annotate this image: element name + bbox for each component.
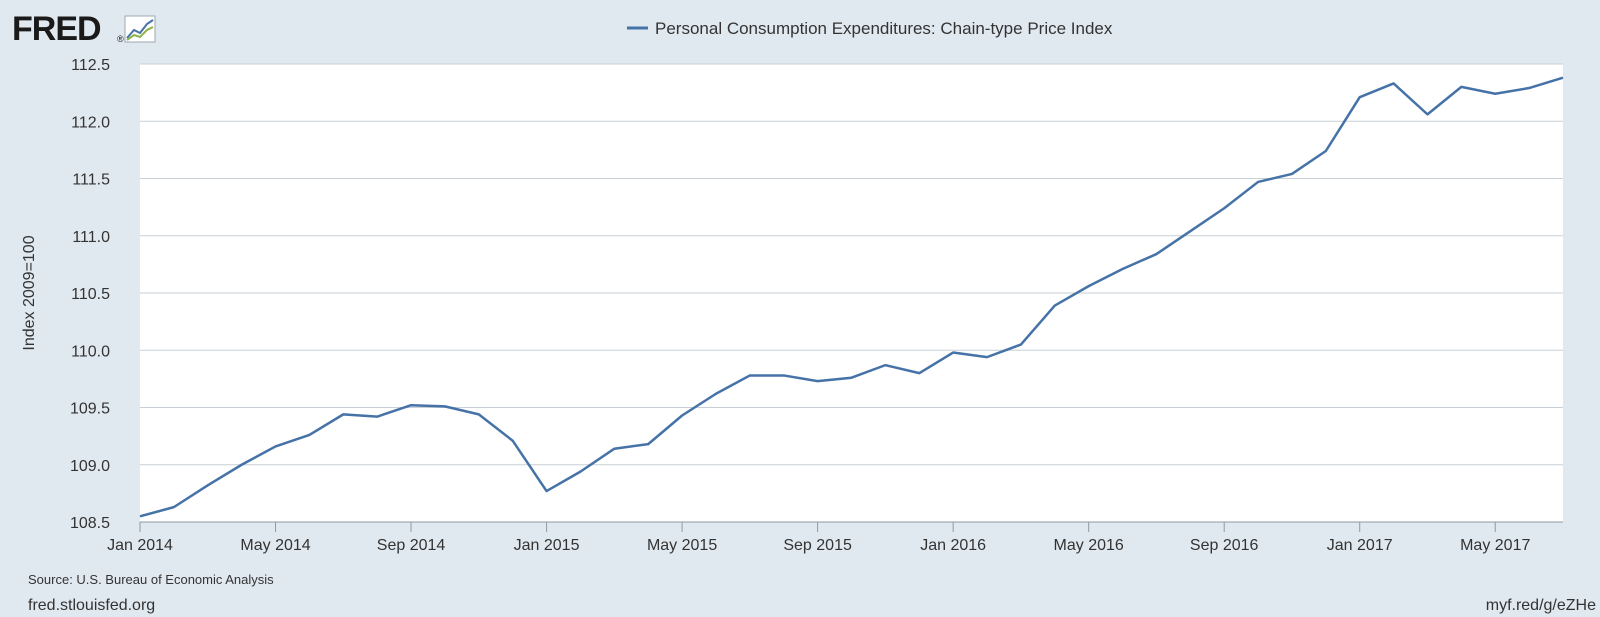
source-note: Source: U.S. Bureau of Economic Analysis: [28, 572, 274, 587]
x-tick-label: Jan 2015: [514, 537, 580, 554]
x-axis-ticks: Jan 2014 May 2014 Sep 2014 Jan 2015 May 2015…: [107, 522, 1530, 554]
registered-mark: ®: [117, 34, 124, 44]
y-tick-label: 111.5: [72, 172, 110, 189]
y-tick-label: 111.0: [72, 229, 110, 246]
legend-label: Personal Consumption Expenditures: Chain…: [655, 19, 1113, 38]
series-line[interactable]: [139, 76, 1564, 518]
x-tick-label: Jan 2014: [107, 537, 173, 554]
x-tick-label: Sep 2016: [1190, 537, 1259, 554]
footer-short-link[interactable]: myf.red/g/eZHe: [1486, 597, 1596, 614]
footer-site-link[interactable]: fred.stlouisfed.org: [28, 597, 155, 614]
y-tick-label: 112.0: [71, 114, 110, 131]
x-tick-label: May 2016: [1054, 537, 1124, 554]
grid-lines: [140, 63, 1563, 523]
x-tick-label: May 2017: [1460, 537, 1530, 554]
y-axis-ticks: 108.5 109.0 109.5 110.0 110.5 111.0 111.5 112.0…: [70, 57, 110, 532]
legend: Personal Consumption Expenditures: Chain…: [627, 19, 1113, 38]
x-tick-label: Sep 2014: [377, 537, 446, 554]
y-tick-label: 109.0: [70, 458, 110, 475]
y-tick-label: 110.5: [71, 286, 110, 303]
y-tick-label: 109.5: [70, 401, 110, 418]
y-tick-label: 112.5: [71, 57, 110, 74]
series: [139, 76, 1564, 518]
fred-logo-graph-icon: [124, 15, 156, 43]
fred-logo[interactable]: FRED ®: [12, 10, 156, 48]
x-tick-label: May 2015: [647, 537, 717, 554]
fred-logo-text: FRED: [12, 10, 101, 48]
y-tick-label: 108.5: [70, 515, 110, 532]
x-tick-label: Jan 2017: [1327, 537, 1393, 554]
x-tick-label: Sep 2015: [783, 537, 852, 554]
y-tick-label: 110.0: [71, 343, 110, 360]
x-tick-label: Jan 2016: [920, 537, 986, 554]
y-axis-title: Index 2009=100: [21, 235, 38, 350]
x-tick-label: May 2014: [240, 537, 310, 554]
